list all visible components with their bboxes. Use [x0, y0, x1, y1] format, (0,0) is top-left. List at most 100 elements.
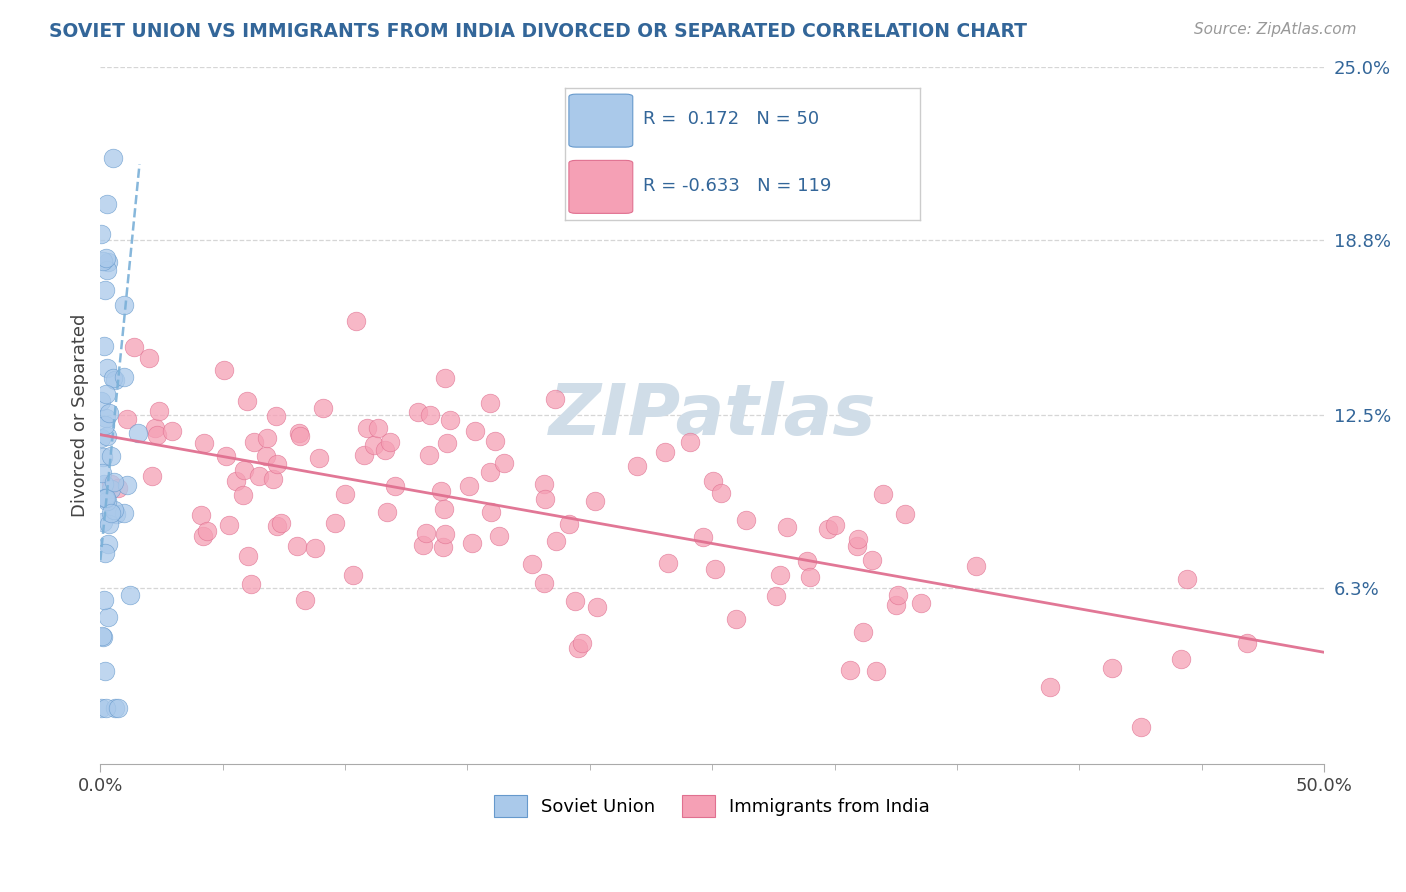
Point [127, 426, 149, 441]
Point [96, 197, 118, 211]
Point [434, 526, 457, 541]
Point [266, 458, 288, 472]
Point [94, 387, 117, 401]
Point [193, 435, 215, 450]
Point [91, 254, 114, 268]
Point [439, 413, 461, 427]
Point [484, 434, 506, 448]
Point [558, 516, 581, 531]
Point [374, 443, 396, 458]
Point [97, 610, 120, 624]
Point [141, 468, 163, 483]
Point [852, 624, 875, 639]
Point [100, 506, 122, 520]
Point [846, 539, 869, 553]
Point [115, 478, 138, 492]
Text: Source: ZipAtlas.com: Source: ZipAtlas.com [1194, 22, 1357, 37]
Point [520, 558, 543, 572]
Point [266, 519, 288, 533]
Point [910, 596, 932, 610]
Point [1130, 721, 1153, 735]
Point [96, 701, 118, 715]
Point [436, 436, 458, 450]
Point [308, 450, 330, 465]
Point [344, 314, 367, 328]
Point [100, 483, 122, 497]
Point [406, 405, 429, 419]
Point [90, 227, 112, 241]
Point [375, 505, 398, 519]
Point [571, 636, 593, 650]
Point [872, 486, 894, 500]
Text: ZIPatlas: ZIPatlas [548, 381, 876, 450]
Point [239, 577, 262, 591]
Point [94, 491, 117, 505]
Point [626, 458, 648, 473]
Point [796, 554, 818, 568]
Point [93, 592, 115, 607]
Point [838, 663, 860, 677]
Point [256, 431, 278, 445]
Point [430, 484, 453, 499]
Point [218, 518, 240, 533]
Point [107, 481, 129, 495]
Point [564, 593, 586, 607]
Point [735, 513, 758, 527]
Point [112, 506, 135, 520]
Point [884, 598, 907, 612]
Point [367, 420, 389, 434]
Point [412, 538, 434, 552]
Point [799, 570, 821, 584]
Point [91, 466, 114, 480]
Point [90, 628, 112, 642]
Point [270, 516, 292, 530]
Point [148, 404, 170, 418]
Point [264, 409, 287, 424]
Point [353, 448, 375, 462]
Point [479, 466, 502, 480]
Point [195, 524, 218, 539]
Point [433, 501, 456, 516]
Point [860, 553, 883, 567]
Point [285, 539, 308, 553]
Point [492, 456, 515, 470]
Point [418, 448, 440, 462]
Point [848, 532, 870, 546]
Point [193, 529, 215, 543]
Point [225, 475, 247, 489]
Point [103, 475, 125, 489]
Point [212, 363, 235, 377]
Point [288, 425, 311, 440]
Point [90, 394, 112, 409]
Point [1101, 661, 1123, 675]
Point [232, 488, 254, 502]
Point [107, 701, 129, 715]
Point [104, 701, 127, 715]
Point [243, 435, 266, 450]
Point [97, 537, 120, 551]
Point [94, 417, 117, 432]
Point [654, 445, 676, 459]
Point [464, 424, 486, 438]
Point [692, 530, 714, 544]
Point [533, 477, 555, 491]
Point [96, 361, 118, 376]
Point [105, 507, 128, 521]
Point [432, 540, 454, 554]
Point [96, 429, 118, 443]
Point [333, 486, 356, 500]
Point [93, 339, 115, 353]
Point [160, 424, 183, 438]
Point [765, 589, 787, 603]
Point [583, 493, 606, 508]
Point [100, 477, 122, 491]
Point [776, 520, 799, 534]
Point [290, 429, 312, 443]
Point [145, 428, 167, 442]
Point [1236, 636, 1258, 650]
Point [236, 549, 259, 564]
Point [544, 392, 567, 407]
Point [256, 449, 278, 463]
Point [91, 631, 114, 645]
Point [312, 401, 335, 416]
